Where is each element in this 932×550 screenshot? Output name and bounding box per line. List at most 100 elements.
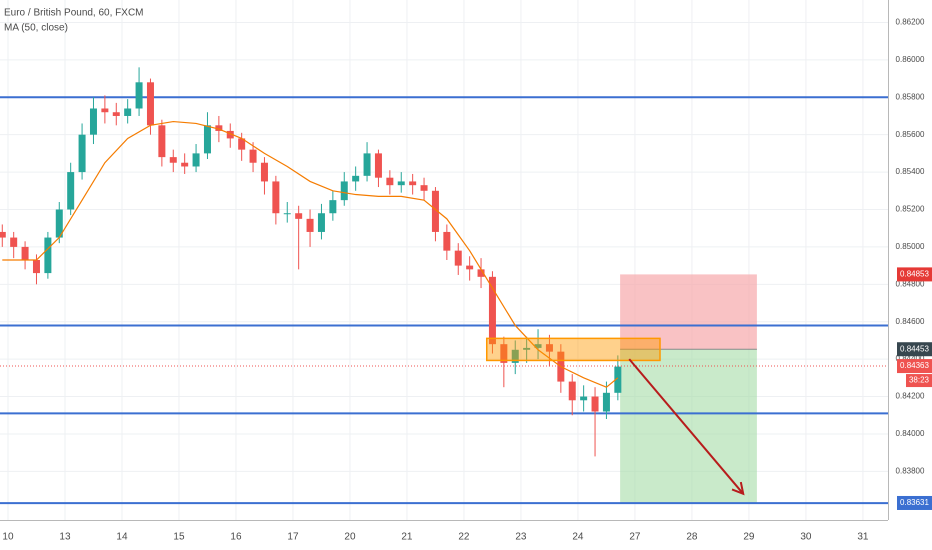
candle-body (488, 276, 496, 345)
candle-body (352, 175, 360, 182)
price-label-bg (897, 359, 932, 374)
price-label: 0.84363 (900, 361, 929, 370)
indicator-label: MA (50, close) (4, 23, 68, 34)
stop-zone (620, 274, 757, 350)
candle-body (192, 153, 200, 167)
candle-body (203, 125, 211, 154)
y-tick-label: 0.86000 (896, 55, 925, 64)
candle-body (21, 246, 29, 260)
x-tick-label: 16 (230, 532, 242, 543)
plot (0, 0, 888, 520)
price-label: 0.83631 (900, 498, 929, 507)
candle-body (249, 149, 257, 163)
candle-body (0, 231, 6, 238)
candle-body (534, 344, 542, 348)
candle-body (545, 344, 553, 352)
x-tick-label: 14 (116, 532, 128, 543)
x-tick-label: 13 (59, 532, 71, 543)
candle-body (500, 344, 508, 363)
candle-body (329, 200, 337, 214)
price-label-bg (897, 495, 932, 510)
candle-body (374, 153, 382, 178)
chart-title: Euro / British Pound, 60, FXCM (4, 8, 144, 19)
y-tick-label: 0.84200 (896, 392, 925, 401)
candle-body (306, 218, 314, 232)
x-tick-label: 29 (743, 532, 755, 543)
candle-body (511, 349, 519, 363)
candle-body (523, 347, 531, 350)
x-tick-label: 17 (287, 532, 299, 543)
x-tick-label: 27 (629, 532, 641, 543)
resistance-box (486, 338, 661, 361)
candle-body (283, 213, 291, 215)
timer-bg (906, 374, 932, 388)
y-tick-label: 0.84600 (896, 317, 925, 326)
candle-body (78, 134, 86, 173)
candle-body (386, 177, 394, 186)
candle-body (169, 157, 177, 163)
candle-body (67, 172, 75, 210)
candle-body (340, 181, 348, 201)
x-tick-label: 28 (686, 532, 698, 543)
candle-body (55, 209, 63, 238)
y-tick-label: 0.85000 (896, 242, 925, 251)
candle-body (454, 250, 462, 266)
x-tick-label: 31 (857, 532, 869, 543)
candle-body (181, 162, 189, 167)
candle-body (260, 162, 268, 182)
y-tick-label: 0.84800 (896, 279, 925, 288)
candle-body (101, 108, 109, 113)
x-tick-label: 20 (344, 532, 356, 543)
candle-body (363, 153, 371, 176)
price-label: 0.84453 (900, 344, 929, 353)
candle-body (32, 260, 40, 274)
candle-body (146, 82, 154, 126)
y-tick-label: 0.84000 (896, 429, 925, 438)
candle-body (226, 130, 234, 139)
x-tick-label: 24 (572, 532, 584, 543)
countdown-timer: 38:23 (909, 376, 930, 385)
candle-body (215, 125, 223, 131)
price-label-bg (897, 267, 932, 282)
candle-body (397, 181, 405, 186)
y-tick-label: 0.83800 (896, 466, 925, 475)
candle-body (614, 366, 622, 393)
candle-body (591, 396, 599, 412)
candle-body (443, 231, 451, 251)
candle-body (10, 237, 18, 247)
y-tick-label: 0.85800 (896, 92, 925, 101)
candle-body (238, 138, 246, 150)
candle-body (44, 237, 52, 274)
candle-body (466, 265, 474, 270)
y-tick-label: 0.85600 (896, 130, 925, 139)
candle-body (295, 213, 303, 219)
candle-body (124, 108, 132, 116)
candle-body (112, 112, 120, 116)
x-tick-label: 30 (800, 532, 812, 543)
x-tick-label: 15 (173, 532, 185, 543)
x-tick-label: 23 (515, 532, 527, 543)
x-tick-label: 22 (458, 532, 470, 543)
candle-body (602, 392, 610, 412)
price-label-bg (897, 342, 932, 357)
candle-body (89, 108, 97, 135)
arrow (628, 358, 744, 495)
candle-body (158, 125, 166, 158)
y-tick-label: 0.85200 (896, 205, 925, 214)
resistance-box-border (485, 337, 661, 362)
y-tick-label: 0.85400 (896, 167, 925, 176)
candle-body (420, 185, 428, 191)
candle-body (409, 181, 417, 186)
y-tick-label: 0.86200 (896, 18, 925, 27)
candle-body (135, 82, 143, 109)
candle-body (568, 381, 576, 401)
candle-body (317, 213, 325, 232)
candle-body (431, 190, 439, 232)
y-tick-label: 0.84400 (896, 354, 925, 363)
x-tick-label: 21 (401, 532, 413, 543)
candle-body (477, 269, 485, 277)
arrow-head (731, 481, 745, 496)
